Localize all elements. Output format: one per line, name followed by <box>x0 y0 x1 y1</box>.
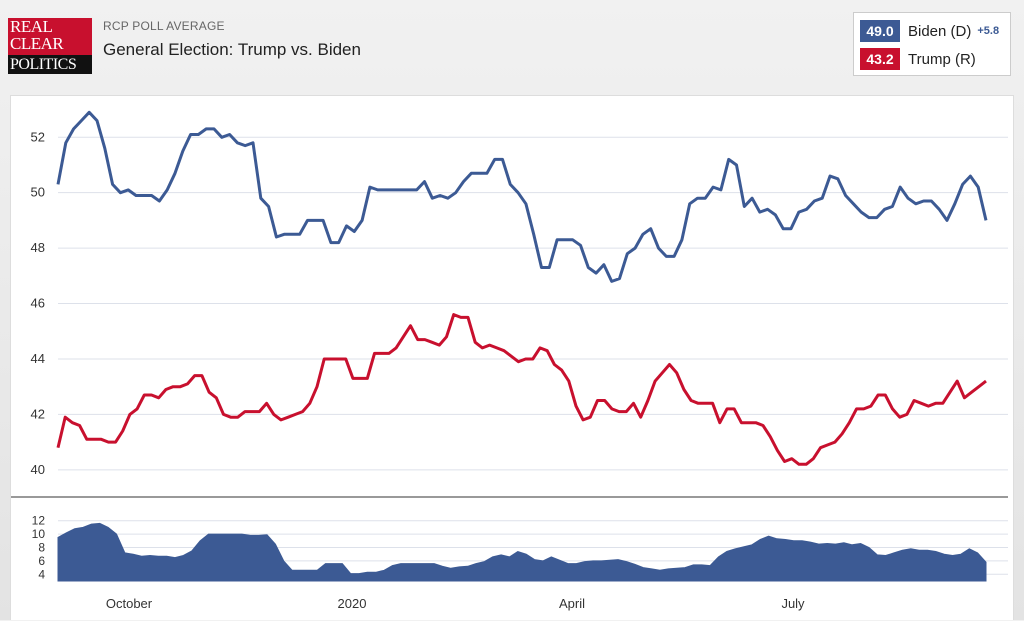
poll-average-kicker: RCP POLL AVERAGE <box>103 19 225 33</box>
trump-value-badge: 43.2 <box>860 48 900 70</box>
main-y-axis: 40 42 44 46 48 50 52 <box>31 129 45 477</box>
legend-row-biden[interactable]: 49.0 Biden (D) +5.8 <box>860 19 999 43</box>
trump-legend-label: Trump (R) <box>908 50 976 68</box>
x-tick-label: October <box>106 596 153 611</box>
biden-legend-label: Biden (D) <box>908 22 972 40</box>
main-series <box>56 110 988 466</box>
main-grid <box>58 136 1008 471</box>
biden-line[interactable] <box>56 110 988 283</box>
logo-line-politics: POLITICS <box>8 55 92 74</box>
page-title: General Election: Trump vs. Biden <box>103 40 361 59</box>
trump-line[interactable] <box>56 313 987 466</box>
biden-spread: +5.8 <box>977 25 1000 37</box>
spread-y-tick-label: 12 <box>32 514 46 528</box>
y-tick-label: 48 <box>31 240 45 255</box>
legend-box: 49.0 Biden (D) +5.8 43.2 Trump (R) <box>853 12 1011 76</box>
spread-area[interactable] <box>57 522 987 582</box>
spread-y-tick-label: 4 <box>38 567 45 581</box>
spread-series <box>57 522 987 582</box>
x-tick-label: July <box>781 596 805 611</box>
biden-value-badge: 49.0 <box>860 20 900 42</box>
chart-panel: 40 42 44 46 48 50 52 4 6 8 10 12 October 2020 April J… <box>10 95 1014 620</box>
spread-y-tick-label: 10 <box>32 527 46 541</box>
x-tick-label: April <box>559 596 585 611</box>
y-tick-label: 50 <box>31 185 45 200</box>
legend-row-trump[interactable]: 43.2 Trump (R) <box>860 47 976 71</box>
spread-y-tick-label: 6 <box>38 554 45 568</box>
y-tick-label: 52 <box>31 129 45 144</box>
y-tick-label: 42 <box>31 406 45 421</box>
y-tick-label: 40 <box>31 462 45 477</box>
x-axis: October 2020 April July <box>106 596 805 611</box>
y-tick-label: 44 <box>31 351 45 366</box>
y-tick-label: 46 <box>31 296 45 311</box>
logo-line-real: REAL <box>10 18 53 36</box>
logo-line-clear: CLEAR <box>10 34 64 53</box>
x-tick-label: 2020 <box>338 596 367 611</box>
spread-y-tick-label: 8 <box>38 541 45 555</box>
rcp-logo[interactable]: REAL CLEAR POLITICS <box>8 18 92 74</box>
